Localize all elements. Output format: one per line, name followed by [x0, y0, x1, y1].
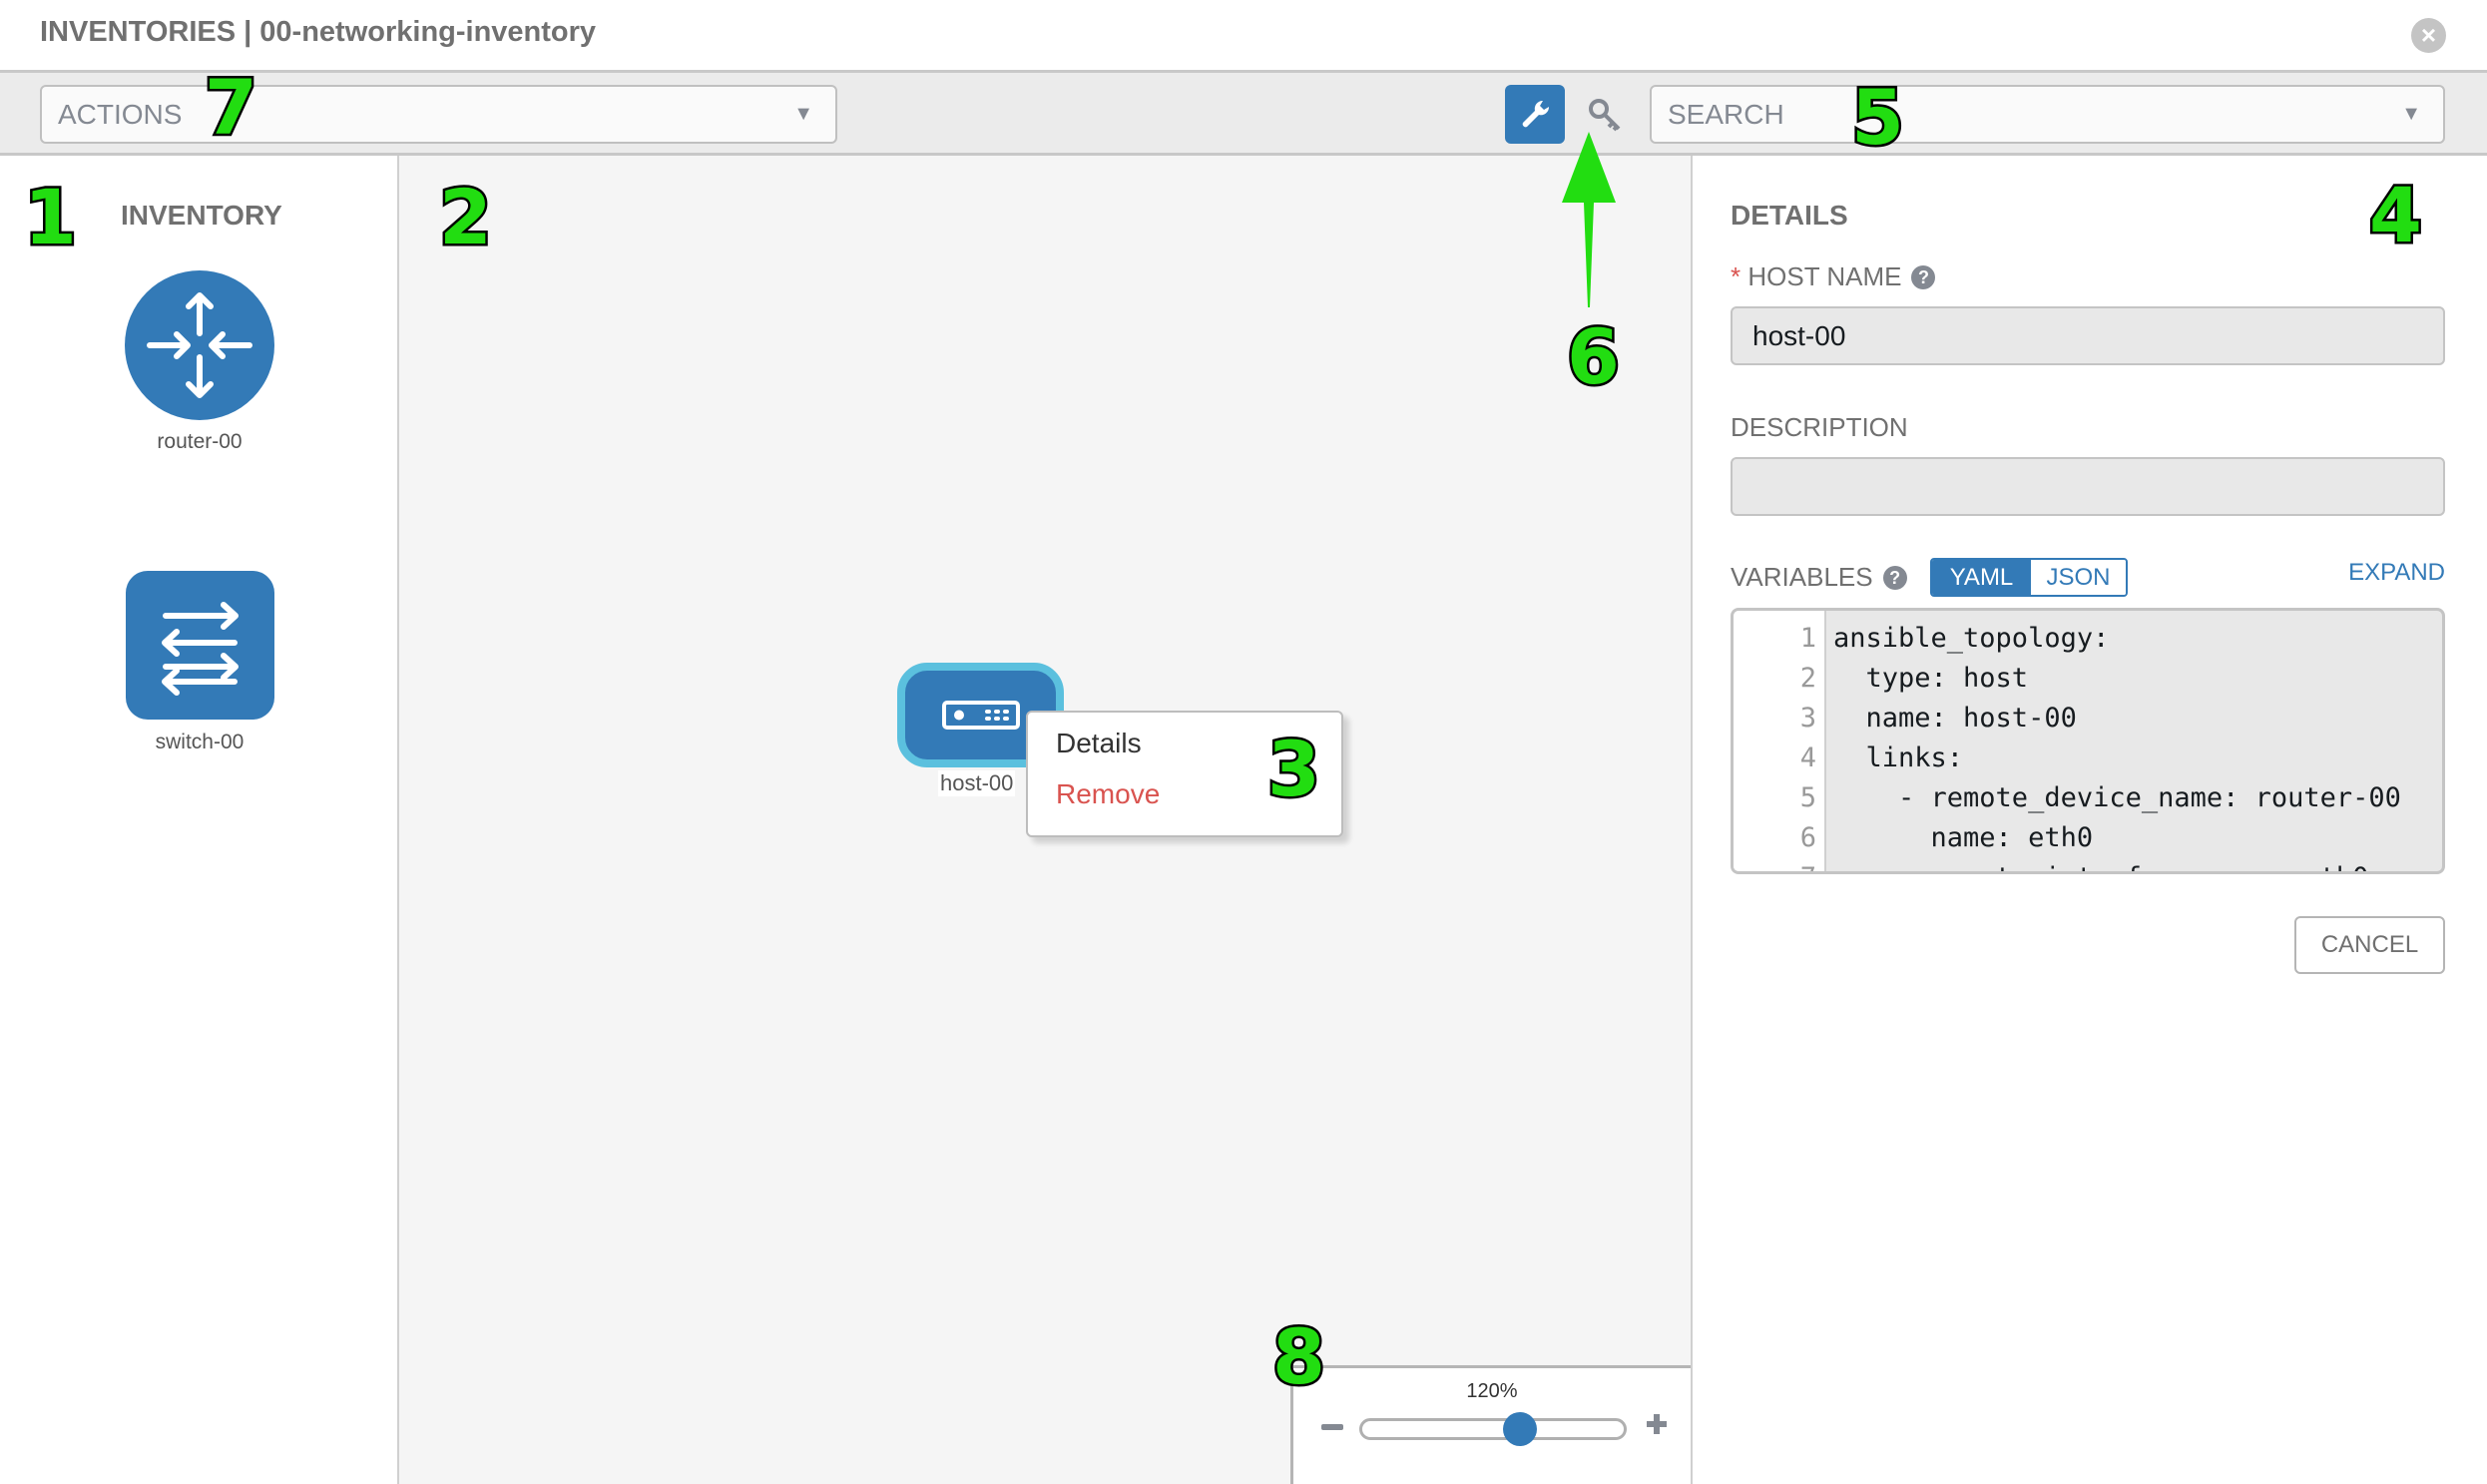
- help-icon[interactable]: ?: [1911, 265, 1936, 289]
- annotation-number: 4: [2367, 171, 2425, 259]
- inventory-title: INVENTORY: [121, 200, 282, 231]
- line-number: 3: [1799, 703, 1816, 734]
- annotation-number: 3: [1265, 725, 1323, 813]
- chevron-down-icon: ▼: [793, 103, 813, 125]
- line-number: 4: [1799, 742, 1816, 773]
- line-number: 2: [1799, 663, 1816, 694]
- description-input[interactable]: [1731, 457, 2445, 516]
- code-line: ansible_topology:: [1833, 623, 2110, 654]
- code-line: name: eth0: [1833, 822, 2094, 853]
- context-menu: Details Remove: [1026, 711, 1343, 837]
- host-node-label: host-00: [938, 770, 1016, 796]
- code-line: type: host: [1833, 663, 2029, 694]
- zoom-level: 120%: [1466, 1380, 1518, 1402]
- required-mark: *: [1731, 261, 1741, 291]
- details-title: DETAILS: [1731, 200, 1848, 231]
- annotation-number: 7: [203, 63, 260, 152]
- annotation-number: 6: [1565, 312, 1623, 401]
- wrench-icon: [1522, 100, 1550, 128]
- title-bar: INVENTORIES | 00-networking-inventory ×: [0, 0, 2487, 73]
- zoom-in-icon[interactable]: [1645, 1412, 1669, 1436]
- key-button[interactable]: [1585, 95, 1625, 135]
- line-number-gutter: 1 2 3 4 5 6 7: [1734, 611, 1826, 871]
- inventory-item-label: router-00: [157, 430, 243, 453]
- wrench-button[interactable]: [1505, 85, 1565, 144]
- menu-item-details[interactable]: Details: [1056, 728, 1142, 758]
- inventory-item-label: switch-00: [155, 731, 245, 753]
- line-number: 5: [1799, 782, 1816, 813]
- inventory-item-router[interactable]: [125, 270, 274, 420]
- switch-icon: [126, 571, 274, 720]
- format-toggle: YAML JSON: [1930, 558, 2128, 597]
- code-line: name: host-00: [1833, 703, 2077, 734]
- variables-editor[interactable]: 1 2 3 4 5 6 7 ansible_topology: type: host nam…: [1731, 608, 2445, 874]
- zoom-out-icon[interactable]: [1321, 1424, 1343, 1430]
- expand-link[interactable]: EXPAND: [2348, 559, 2445, 586]
- actions-placeholder: ACTIONS: [58, 99, 183, 130]
- zoom-slider[interactable]: [1359, 1418, 1627, 1440]
- line-number: 7: [1800, 858, 1816, 871]
- search-placeholder: SEARCH: [1668, 99, 1784, 130]
- annotation-number: 5: [1849, 73, 1907, 162]
- annotation-number: 2: [437, 173, 495, 261]
- line-number: 6: [1799, 822, 1816, 853]
- menu-item-remove[interactable]: Remove: [1056, 778, 1161, 809]
- cancel-button[interactable]: CANCEL: [2294, 916, 2445, 974]
- annotation-number: 1: [22, 173, 80, 261]
- code-line: links:: [1833, 742, 1964, 773]
- json-toggle[interactable]: JSON: [2031, 560, 2126, 595]
- host-name-label-text: HOST NAME: [1747, 261, 1902, 291]
- chevron-down-icon: ▼: [2401, 103, 2421, 125]
- router-icon: [125, 270, 274, 420]
- code-line: remote_interface_name: eth0: [1833, 858, 2369, 871]
- description-label: DESCRIPTION: [1731, 412, 1908, 442]
- variables-label: VARIABLES?: [1731, 562, 1907, 593]
- variables-label-text: VARIABLES: [1731, 562, 1873, 592]
- zoom-control: 120%: [1290, 1365, 1691, 1484]
- inventory-panel: INVENTORY router-00 switch-00: [0, 156, 399, 1484]
- host-icon: [942, 701, 1020, 730]
- actions-dropdown[interactable]: ACTIONS ▼: [40, 85, 837, 144]
- search-dropdown[interactable]: SEARCH ▼: [1650, 85, 2445, 144]
- host-name-label: * HOST NAME?: [1731, 261, 1936, 292]
- help-icon[interactable]: ?: [1882, 566, 1907, 590]
- code-line: - remote_device_name: router-00: [1833, 782, 2401, 813]
- zoom-slider-handle[interactable]: [1502, 1412, 1537, 1446]
- annotation-number: 8: [1270, 1312, 1328, 1401]
- close-icon[interactable]: ×: [2411, 18, 2446, 53]
- annotation-arrow-icon: [1562, 132, 1616, 307]
- page-title: INVENTORIES | 00-networking-inventory: [40, 16, 597, 48]
- toolbar: ACTIONS ▼ SEARCH ▼: [0, 73, 2487, 156]
- inventory-item-switch[interactable]: [126, 571, 274, 720]
- host-name-input[interactable]: host-00: [1731, 306, 2445, 365]
- yaml-toggle[interactable]: YAML: [1932, 560, 2031, 595]
- line-number: 1: [1799, 623, 1816, 654]
- key-icon: [1589, 99, 1621, 132]
